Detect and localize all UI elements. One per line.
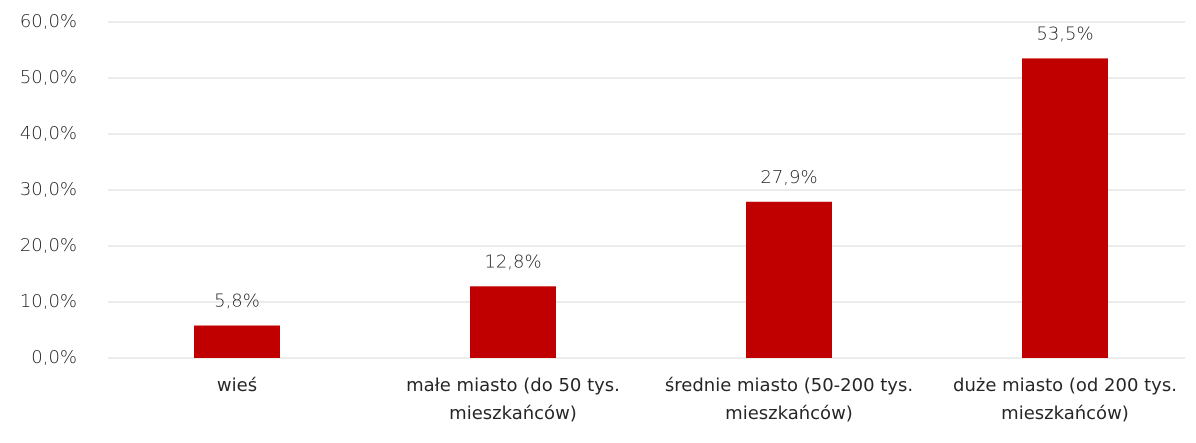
x-tick-label: małe miasto (do 50 tys. mieszkańców) xyxy=(406,375,620,424)
y-tick-label: 50,0% xyxy=(20,67,77,88)
bar xyxy=(746,201,832,358)
value-label: 12,8% xyxy=(484,251,541,272)
value-label: 5,8% xyxy=(214,291,260,312)
bar xyxy=(194,325,280,358)
x-tick-label: duże miasto (od 200 tys. mieszkańców) xyxy=(953,375,1177,424)
y-tick-label: 20,0% xyxy=(20,235,77,256)
x-tick-label: wieś xyxy=(216,375,258,396)
x-tick-label-box: duże miasto (od 200 tys. mieszkańców) xyxy=(953,375,1177,424)
y-tick-label: 30,0% xyxy=(20,179,77,200)
x-tick-label-box: średnie miasto (50-200 tys. mieszkańców) xyxy=(664,375,914,424)
y-tick-label: 0,0% xyxy=(31,347,77,368)
y-tick-label: 60,0% xyxy=(20,11,77,32)
x-tick-label-box: małe miasto (do 50 tys. mieszkańców) xyxy=(406,375,620,424)
bar xyxy=(1022,58,1108,359)
bar xyxy=(470,286,556,358)
y-tick-label: 40,0% xyxy=(20,123,77,144)
x-tick-label: średnie miasto (50-200 tys. mieszkańców) xyxy=(664,375,914,424)
value-label: 27,9% xyxy=(760,167,817,188)
value-label: 53,5% xyxy=(1036,23,1093,44)
y-tick-label: 10,0% xyxy=(20,291,77,312)
x-tick-label-box: wieś xyxy=(216,375,258,396)
